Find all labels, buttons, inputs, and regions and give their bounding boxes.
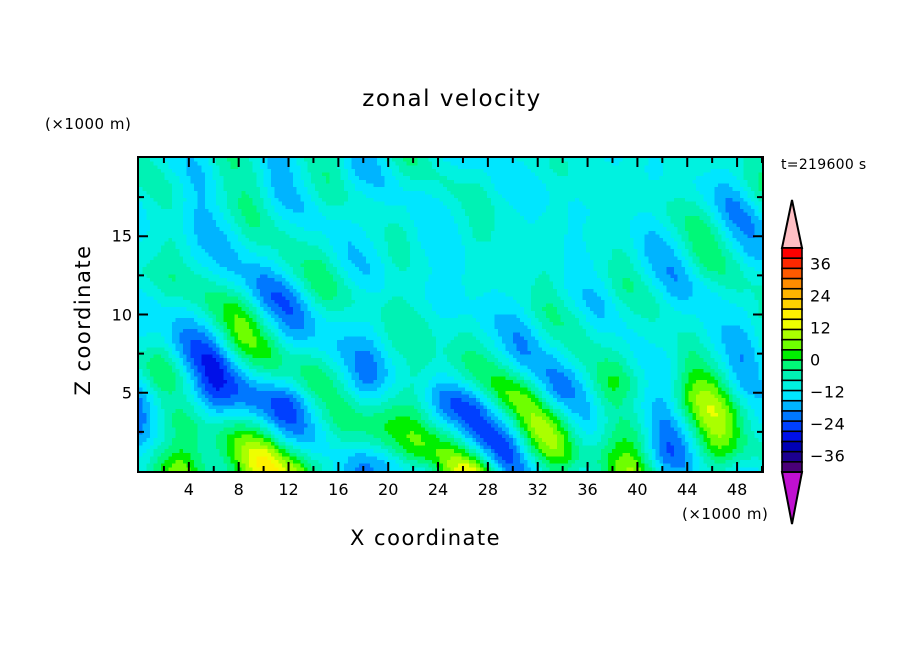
- colorbar-tick-label: −12: [810, 382, 846, 402]
- x-tick-label: 4: [183, 480, 194, 499]
- colorbar-tick-label: 12: [810, 318, 832, 338]
- x-tick-label: 48: [726, 480, 748, 499]
- contour-field: [139, 158, 762, 471]
- colorbar-tick-label: −36: [810, 446, 846, 466]
- x-tick-label: 44: [677, 480, 698, 499]
- colorbar-tick-label: 24: [810, 286, 832, 306]
- x-axis-title: X coordinate: [350, 526, 502, 550]
- x-tick-label: 28: [477, 480, 499, 499]
- time-annotation: t=219600 s: [781, 157, 867, 173]
- colorbar-tick-label: 0: [810, 350, 821, 370]
- colorbar-tick-label: 36: [810, 254, 832, 274]
- page-title: zonal velocity: [362, 86, 542, 112]
- colorbar: [780, 199, 804, 525]
- plot-area: [137, 156, 764, 473]
- x-tick-label: 32: [527, 480, 548, 499]
- x-tick-label: 20: [378, 480, 399, 499]
- x-tick-label: 8: [233, 480, 244, 499]
- x-tick-label: 16: [328, 480, 349, 499]
- y-axis-tick-labels: 5 10 15: [88, 0, 132, 654]
- x-tick-label: 36: [577, 480, 598, 499]
- y-axis-title: Z coordinate: [71, 244, 95, 396]
- colorbar-tick-label: −24: [810, 414, 846, 434]
- y-tick-label: 10: [111, 305, 132, 324]
- y-tick-label: 15: [111, 226, 132, 246]
- x-tick-label: 12: [278, 480, 299, 499]
- x-axis-unit-label: (×1000 m): [682, 505, 769, 523]
- y-tick-label: 5: [121, 383, 132, 403]
- y-axis-unit-label: (×1000 m): [45, 115, 132, 133]
- x-tick-label: 40: [627, 480, 648, 499]
- x-tick-label: 24: [427, 480, 449, 499]
